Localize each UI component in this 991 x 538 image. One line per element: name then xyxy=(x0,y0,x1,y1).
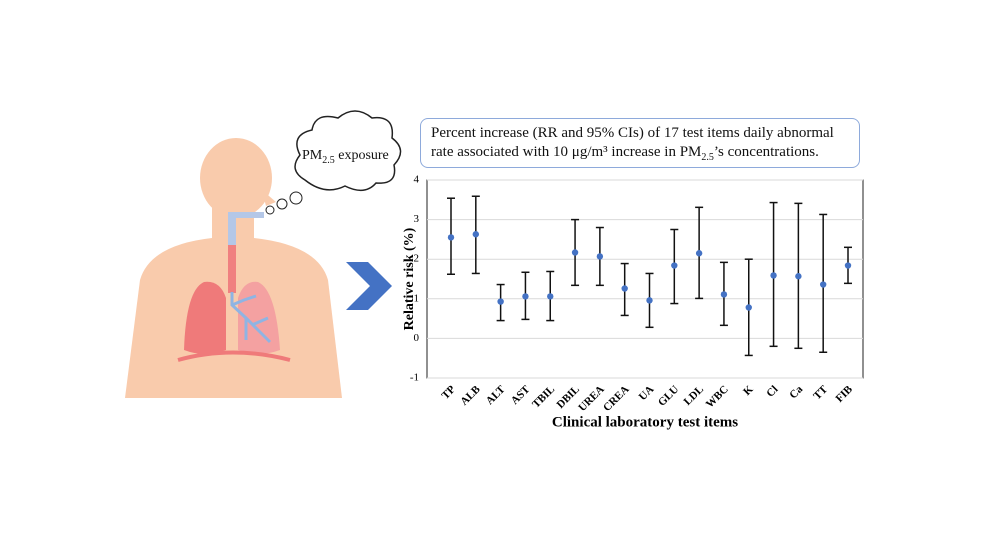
x-tick-label: UREA xyxy=(576,383,607,414)
x-tick-label: TBIL xyxy=(530,383,557,410)
x-tick-label: TP xyxy=(439,383,458,402)
x-tick-label: AST xyxy=(509,383,533,407)
x-tick-label: GLU xyxy=(656,383,681,408)
point xyxy=(596,253,604,260)
x-axis-label: Clinical laboratory test items xyxy=(552,414,738,430)
x-tick-label: CREA xyxy=(601,383,632,414)
title-box: Percent increase (RR and 95% CIs) of 17 … xyxy=(420,118,860,168)
title-line: rate associated with 10 μg/m³ increase i… xyxy=(431,144,702,160)
cloud-pm: PM xyxy=(302,148,323,163)
x-tick-label: LDL xyxy=(682,383,706,407)
x-tick-label: Ca xyxy=(787,383,805,401)
point xyxy=(844,262,852,269)
y-tick-label: 4 xyxy=(414,174,420,186)
x-tick-label: K xyxy=(741,383,756,398)
point xyxy=(547,293,554,300)
cloud-word: exposure xyxy=(338,148,389,163)
point xyxy=(522,293,529,300)
y-tick-label: 2 xyxy=(414,253,420,265)
person-illustration xyxy=(125,110,402,398)
cloud-text: PM2.5 exposure xyxy=(302,148,389,166)
point xyxy=(671,262,678,269)
cloud-subscript: 2.5 xyxy=(322,154,335,166)
x-tick-label: UA xyxy=(637,383,657,403)
point xyxy=(819,281,827,288)
point xyxy=(745,304,752,311)
y-axis-label: Relative risk (%) xyxy=(402,227,417,330)
point xyxy=(621,285,628,292)
x-tick-label: Cl xyxy=(764,383,780,399)
y-tick-label: 3 xyxy=(414,213,420,225)
title-line: ’s concentrations. xyxy=(713,144,819,160)
point xyxy=(447,234,455,241)
y-tick-label: 0 xyxy=(414,332,420,344)
x-tick-label: ALT xyxy=(484,383,508,407)
y-tick-label: 1 xyxy=(414,292,420,304)
x-tick-label: FIB xyxy=(833,383,855,405)
point xyxy=(646,297,653,304)
x-tick-label: TT xyxy=(811,383,830,402)
y-tick-label: -1 xyxy=(410,372,419,384)
x-tick-label: WBC xyxy=(704,383,731,410)
point xyxy=(795,273,802,280)
point xyxy=(770,272,777,279)
title-line: Percent increase (RR and 95% CIs) of 17 … xyxy=(431,125,834,141)
point xyxy=(472,231,480,238)
point xyxy=(497,298,504,305)
point xyxy=(695,250,703,257)
point xyxy=(571,249,579,256)
point xyxy=(720,291,728,298)
x-tick-label: ALB xyxy=(458,383,483,408)
title-subscript: 2.5 xyxy=(701,152,714,163)
